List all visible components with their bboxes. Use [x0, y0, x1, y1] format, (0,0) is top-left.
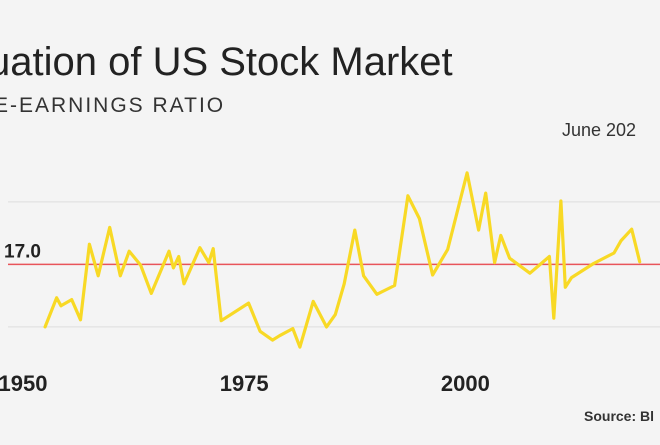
- source-note: Source: Bl: [584, 408, 654, 424]
- grid-lines: [8, 201, 660, 328]
- date-label: June 202: [562, 120, 636, 140]
- chart-title: uation of US Stock Market: [0, 40, 453, 84]
- reference-line-label: 17.0: [4, 241, 41, 262]
- pe-ratio-series-line: [43, 171, 642, 349]
- chart-subtitle: E-EARNINGS RATIO: [0, 94, 225, 117]
- x-tick-label: 2000: [441, 371, 490, 396]
- series-group: [43, 171, 642, 349]
- x-axis-ticks: 1950 1975 2000: [0, 371, 490, 396]
- x-tick-label: 1950: [0, 371, 47, 396]
- x-tick-label: 1975: [220, 371, 269, 396]
